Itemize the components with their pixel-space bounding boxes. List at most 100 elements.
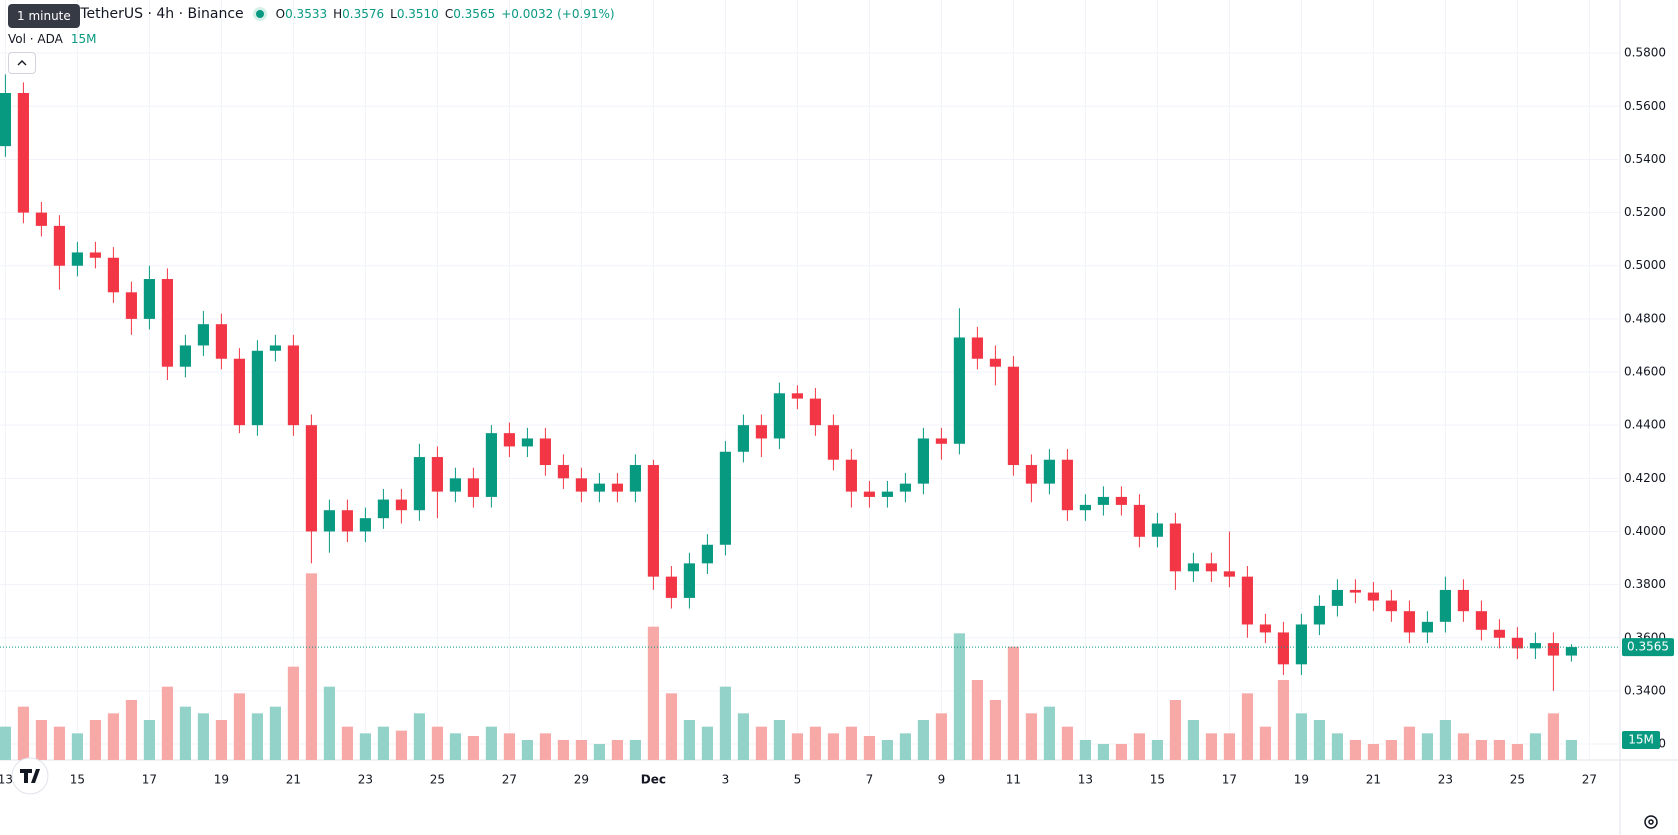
volume-bar (269, 706, 281, 760)
volume-bar (665, 693, 677, 760)
volume-bar (971, 680, 983, 760)
y-tick-label: 0.4400 (1624, 418, 1666, 432)
volume-bar (53, 726, 65, 760)
candle-body (647, 465, 659, 577)
candle-body (1115, 496, 1127, 505)
volume-bar (107, 713, 119, 760)
h-val: 0.3576 (342, 7, 385, 21)
volume-bar (413, 713, 425, 760)
c-val: 0.3565 (453, 7, 496, 21)
candle-body (0, 93, 11, 147)
l-key: L (390, 7, 397, 21)
volume-bar (557, 740, 569, 760)
candle-body (1187, 563, 1199, 572)
candle-body (449, 478, 461, 492)
axes: 0.32000.34000.36000.38000.40000.42000.44… (0, 46, 1674, 787)
candle-body (629, 465, 641, 492)
x-tick-label: Dec (641, 773, 666, 787)
candle-body (665, 576, 677, 598)
candle-body (575, 478, 587, 492)
candle-body (683, 563, 695, 598)
legend-row: Cardano / TetherUS · 4h · Binance O0.353… (8, 6, 615, 22)
x-tick-label: 27 (1582, 773, 1597, 787)
volume-bar (323, 686, 335, 760)
volume-bar (1403, 726, 1415, 760)
y-tick-label: 0.5200 (1624, 205, 1666, 219)
candle-body (323, 510, 335, 532)
candle-body (17, 93, 29, 213)
volume-bar (1511, 744, 1523, 760)
vol-title: Vol · ADA (8, 32, 63, 46)
x-tick-label: 19 (214, 773, 229, 787)
h-key: H (333, 7, 343, 21)
x-tick-label: 15 (70, 773, 85, 787)
volume-bar (737, 713, 749, 760)
candle-body (1475, 611, 1487, 630)
candle-body (1331, 589, 1343, 606)
y-tick-label: 0.5400 (1624, 152, 1666, 166)
y-tick-label: 0.4600 (1624, 365, 1666, 379)
volume-bar (1241, 693, 1253, 760)
o-key: O (275, 7, 286, 21)
candle-body (611, 483, 623, 492)
candle-body (251, 350, 263, 426)
volume-bars (0, 573, 1577, 760)
volume-bar (1475, 740, 1487, 760)
volume-bar (395, 730, 407, 760)
candle-body (1565, 647, 1577, 656)
volume-bar (89, 720, 101, 760)
candle-body (1349, 589, 1361, 593)
volume-bar (251, 713, 263, 760)
candle-body (1511, 637, 1523, 649)
collapse-button[interactable] (8, 52, 36, 74)
volume-bar (701, 726, 713, 760)
y-tick-label: 0.5000 (1624, 258, 1666, 272)
volume-bar (1565, 740, 1577, 760)
candle-body (1385, 600, 1397, 612)
candle-body (1241, 576, 1253, 625)
candle-body (1007, 366, 1019, 466)
candle-body (539, 438, 551, 466)
settings-icon[interactable] (1644, 815, 1658, 829)
candle-body (863, 491, 875, 497)
candle-body (1025, 465, 1037, 484)
volume-bar (611, 740, 623, 760)
candle-body (233, 358, 245, 426)
x-tick-label: 29 (574, 773, 589, 787)
tv-logo (11, 757, 49, 795)
candle-body (197, 324, 209, 346)
candle-body (971, 337, 983, 359)
volume-tag-label: 15M (1628, 733, 1654, 747)
candle-body (557, 465, 569, 479)
x-tick-label: 23 (358, 773, 373, 787)
candle-body (1061, 459, 1073, 511)
x-tick-label: 3 (722, 773, 730, 787)
candle-body (989, 358, 1001, 367)
chevron (17, 60, 27, 66)
candle-body (1439, 589, 1451, 622)
candle-body (1457, 589, 1469, 612)
candle-body (305, 425, 317, 532)
volume-bar (647, 626, 659, 760)
volume-bar (539, 733, 551, 760)
volume-bar (1277, 680, 1289, 760)
volume-bar (917, 720, 929, 760)
tooltip: 1 minute (8, 4, 80, 28)
candle-body (1205, 563, 1217, 572)
candle-body (845, 459, 857, 492)
volume-bar (1079, 740, 1091, 760)
candle-body (161, 279, 173, 367)
candle-body (71, 252, 83, 266)
candle-body (395, 499, 407, 511)
candle-body (1277, 632, 1289, 665)
volume-bar (1439, 720, 1451, 760)
candle-body (719, 451, 731, 545)
volume-bar (467, 736, 479, 760)
volume-bar (0, 726, 11, 760)
volume-bar (1349, 740, 1361, 760)
volume-bar (1151, 740, 1163, 760)
volume-bar (305, 573, 317, 760)
l-val: 0.3510 (396, 7, 439, 21)
volume-bar (1169, 700, 1181, 760)
